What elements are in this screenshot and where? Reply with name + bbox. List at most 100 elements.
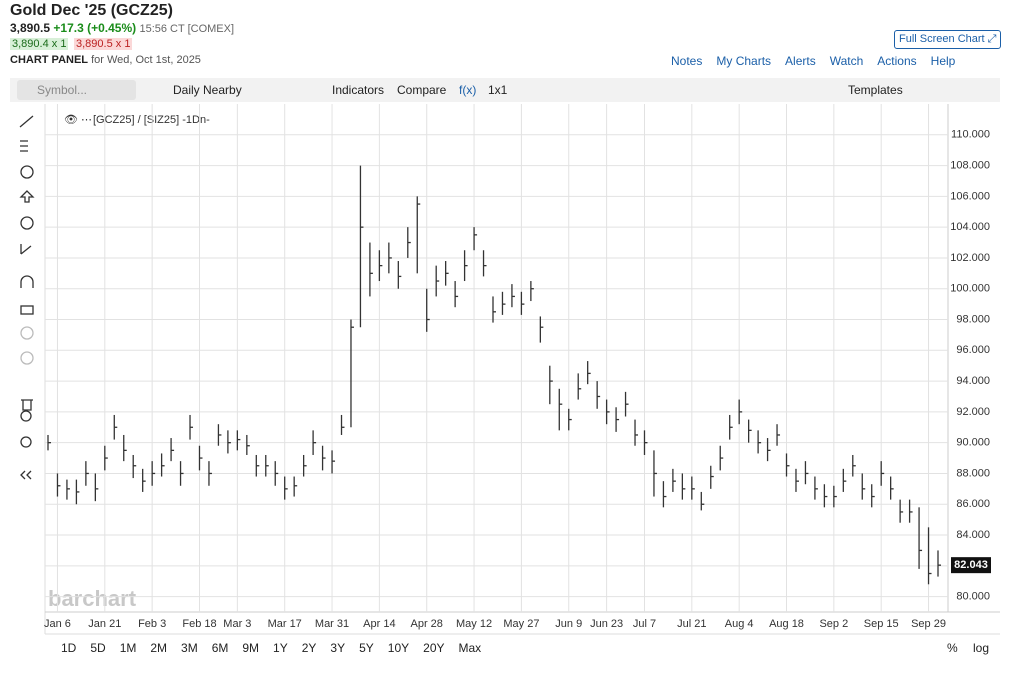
change: +17.3 (+0.45%) <box>53 21 137 35</box>
percent-toggle[interactable]: % <box>947 641 958 655</box>
panel-line: CHART PANEL for Wed, Oct 1st, 2025 <box>10 54 201 66</box>
title: Gold Dec '25 (GCZ25) <box>10 2 173 19</box>
y-tick-label: 90.000 <box>956 437 990 449</box>
timeframe-button[interactable]: 20Y <box>423 641 445 655</box>
bid: 3,890.4 x 1 <box>10 38 69 50</box>
timeframe-button[interactable]: 6M <box>211 641 229 655</box>
x-tick-label: Jan 21 <box>88 618 121 630</box>
menu-item[interactable]: Watch <box>829 54 864 68</box>
series-legend: [GCZ25] / [SIZ25] -1Dn- <box>93 114 210 126</box>
panel-date: for Wed, Oct 1st, 2025 <box>91 54 201 66</box>
x-tick-label: Feb 3 <box>138 618 166 630</box>
y-tick-label: 106.000 <box>950 190 990 202</box>
y-tick-label: 100.000 <box>950 283 990 295</box>
x-tick-label: Jun 23 <box>590 618 623 630</box>
x-tick-label: Apr 14 <box>363 618 395 630</box>
tool-delete[interactable] <box>21 399 33 411</box>
x-tick-label: Sep 2 <box>819 618 848 630</box>
x-tick-label: Mar 17 <box>268 618 302 630</box>
timeframe-button[interactable]: 3Y <box>330 641 346 655</box>
x-tick-label: Mar 31 <box>315 618 349 630</box>
y-tick-label: 94.000 <box>956 375 990 387</box>
tool-magnet[interactable] <box>20 275 34 288</box>
timeframe-button[interactable]: 1Y <box>273 641 288 655</box>
legend-eye[interactable]: 👁 ⋯ <box>64 114 92 126</box>
templates-button[interactable]: Templates <box>848 83 903 97</box>
x-tick-label: Aug 18 <box>769 618 804 630</box>
y-tick-label: 104.000 <box>950 221 990 233</box>
menu-item[interactable]: Notes <box>671 54 703 68</box>
toolbar-item[interactable]: Daily Nearby <box>173 83 242 97</box>
timeframe-button[interactable]: 9M <box>242 641 260 655</box>
toolbar-bg <box>10 78 1000 102</box>
timeframe-button[interactable]: 5D <box>90 641 106 655</box>
menu: Notes My Charts Alerts Watch Actions Hel… <box>671 54 955 68</box>
y-tick-label: 110.000 <box>951 129 990 141</box>
timeframe-button[interactable]: 5Y <box>359 641 374 655</box>
grid <box>45 104 948 612</box>
y-tick-label: 80.000 <box>956 591 990 603</box>
fullscreen-label: Full Screen Chart <box>899 33 985 45</box>
tool-zoom-out[interactable] <box>20 436 32 448</box>
tool-shape[interactable] <box>20 165 34 179</box>
panel-label: CHART PANEL <box>10 54 89 66</box>
timeframe-button[interactable]: 1D <box>61 641 77 655</box>
tool-lock[interactable] <box>20 305 34 315</box>
toolbar-item[interactable]: 1x1 <box>488 83 508 97</box>
timeframe-button[interactable]: 2M <box>150 641 168 655</box>
y-tick-label: 96.000 <box>956 344 990 356</box>
watermark: barchart <box>48 586 137 611</box>
tool-arrow[interactable] <box>19 190 35 203</box>
x-tick-label: Jun 9 <box>555 618 582 630</box>
tool-redo[interactable] <box>20 351 34 365</box>
quote-line: 3,890.5 +17.3 (+0.45%) 15:56 CT [COMEX] <box>10 21 234 35</box>
y-tick-label: 108.000 <box>950 159 990 171</box>
tool-undo[interactable] <box>20 326 34 340</box>
tool-annotation[interactable] <box>20 216 34 230</box>
y-tick-label: 86.000 <box>956 498 990 510</box>
menu-item[interactable]: Actions <box>877 54 917 68</box>
last-price-label: 82.043 <box>954 559 988 571</box>
y-tick-label: 98.000 <box>956 313 990 325</box>
x-tick-label: Jan 6 <box>44 618 71 630</box>
log-toggle[interactable]: log <box>973 641 990 655</box>
x-tick-label: Aug 4 <box>725 618 754 630</box>
y-tick-label: 92.000 <box>956 406 990 418</box>
tool-fib[interactable] <box>20 140 28 152</box>
tool-measure[interactable] <box>20 244 32 255</box>
symbol-box[interactable] <box>17 80 136 100</box>
toolbar: Daily Nearby Indicators Compare f(x) 1x1 <box>173 83 528 97</box>
timeframe-button[interactable]: 3M <box>181 641 198 655</box>
x-tick-label: Jul 21 <box>677 618 706 630</box>
symbol-input[interactable]: Symbol... <box>37 83 88 97</box>
last-price: 3,890.5 <box>10 21 51 35</box>
x-tick-label: May 27 <box>503 618 539 630</box>
menu-item[interactable]: Alerts <box>785 54 816 68</box>
toolbar-item[interactable]: Indicators <box>332 83 385 97</box>
x-tick-label: Sep 29 <box>911 618 946 630</box>
y-tick-label: 102.000 <box>950 252 990 264</box>
fullscreen-button[interactable]: Full Screen Chart ⤢ <box>894 30 1002 49</box>
collapse-tools[interactable] <box>20 470 32 480</box>
toolbar-item[interactable]: Compare <box>397 83 447 97</box>
x-tick-label: Mar 3 <box>223 618 251 630</box>
menu-item[interactable]: My Charts <box>716 54 772 68</box>
menu-item[interactable]: Help <box>930 54 956 68</box>
timeframe-button[interactable]: 10Y <box>387 641 410 655</box>
history-tools <box>20 326 34 365</box>
timeframe-button[interactable]: 2Y <box>301 641 317 655</box>
price-bars <box>47 165 941 585</box>
drawing-tools <box>19 115 35 480</box>
timeframe-button[interactable]: Max <box>458 641 482 655</box>
timeframe-button[interactable]: 1M <box>119 641 137 655</box>
x-tick-label: May 12 <box>456 618 492 630</box>
tool-zoom-in[interactable] <box>20 410 32 422</box>
y-tick-label: 88.000 <box>956 467 990 479</box>
x-tick-label: Feb 18 <box>182 618 216 630</box>
x-tick-label: Sep 15 <box>864 618 899 630</box>
y-tick-label: 84.000 <box>956 529 990 541</box>
tool-line[interactable] <box>19 115 34 128</box>
toolbar-item[interactable]: f(x) <box>459 83 477 97</box>
